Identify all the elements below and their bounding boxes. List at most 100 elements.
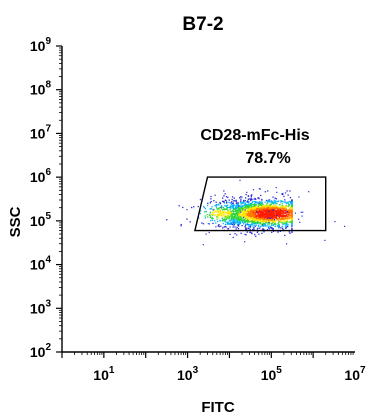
- event-dot: [277, 226, 278, 227]
- event-dot: [234, 216, 235, 217]
- event-dot: [285, 226, 286, 227]
- event-dot: [224, 202, 225, 203]
- event-dot: [264, 213, 265, 214]
- event-dot: [279, 209, 280, 210]
- event-dot: [268, 226, 269, 227]
- event-dot: [279, 210, 280, 211]
- event-dot: [270, 211, 271, 212]
- event-dot: [268, 215, 269, 216]
- event-dot: [282, 223, 283, 224]
- event-dot: [240, 200, 241, 201]
- event-dot: [252, 219, 253, 220]
- event-dot: [237, 212, 238, 213]
- event-dot: [261, 202, 262, 203]
- event-dot: [254, 219, 255, 220]
- event-dot: [249, 209, 250, 210]
- event-dot: [245, 221, 246, 222]
- event-dot: [291, 204, 292, 205]
- event-dot: [236, 218, 237, 219]
- x-tick-label: 101: [93, 365, 115, 383]
- event-dot: [283, 196, 284, 197]
- event-dot: [280, 215, 281, 216]
- event-dot: [254, 214, 255, 215]
- event-dot: [232, 222, 233, 223]
- event-dot: [236, 203, 237, 204]
- event-dot: [236, 234, 237, 235]
- event-dot: [278, 220, 279, 221]
- event-dot: [255, 236, 256, 237]
- event-dot: [247, 210, 248, 211]
- event-dot: [282, 208, 283, 209]
- event-dot: [281, 217, 282, 218]
- event-dot: [308, 191, 309, 192]
- event-dot: [236, 207, 237, 208]
- event-dot: [258, 209, 259, 210]
- event-dot: [198, 206, 199, 207]
- event-dot: [257, 208, 258, 209]
- event-dot: [270, 212, 271, 213]
- event-dot: [298, 196, 299, 197]
- event-dot: [231, 218, 232, 219]
- event-dot: [210, 215, 211, 216]
- event-dot: [286, 225, 287, 226]
- event-dot: [286, 208, 287, 209]
- event-dot: [271, 219, 272, 220]
- event-dot: [247, 201, 248, 202]
- event-dot: [274, 219, 275, 220]
- event-dot: [259, 210, 260, 211]
- event-dot: [272, 218, 273, 219]
- event-dot: [217, 214, 218, 215]
- event-dot: [166, 219, 167, 220]
- event-dot: [220, 209, 221, 210]
- event-dot: [216, 207, 217, 208]
- event-dot: [241, 217, 242, 218]
- event-dot: [229, 212, 230, 213]
- event-dot: [240, 216, 241, 217]
- event-dot: [227, 223, 228, 224]
- event-dot: [256, 218, 257, 219]
- event-dot: [191, 207, 192, 208]
- event-dot: [238, 204, 239, 205]
- event-dot: [273, 207, 274, 208]
- event-dot: [225, 213, 226, 214]
- event-dot: [242, 222, 243, 223]
- event-dot: [250, 203, 251, 204]
- event-dot: [264, 210, 265, 211]
- event-dot: [288, 194, 289, 195]
- event-dot: [284, 201, 285, 202]
- event-dot: [220, 220, 221, 221]
- x-axis-label: FITC: [201, 399, 234, 416]
- event-dot: [254, 201, 255, 202]
- event-dot: [259, 203, 260, 204]
- event-dot: [205, 215, 206, 216]
- event-dot: [239, 223, 240, 224]
- event-dot: [291, 221, 292, 222]
- event-dot: [233, 200, 234, 201]
- event-dot: [229, 200, 230, 201]
- event-dot: [301, 212, 302, 213]
- event-dot: [265, 207, 266, 208]
- event-dot: [212, 220, 213, 221]
- event-dot: [283, 220, 284, 221]
- event-dot: [255, 201, 256, 202]
- event-dot: [276, 208, 277, 209]
- event-dot: [210, 212, 211, 213]
- event-dot: [258, 214, 259, 215]
- event-dot: [271, 200, 272, 201]
- event-dot: [268, 211, 269, 212]
- event-dot: [259, 201, 260, 202]
- event-dot: [236, 217, 237, 218]
- event-dot: [218, 204, 219, 205]
- event-dot: [267, 219, 268, 220]
- event-dot: [229, 220, 230, 221]
- event-dot: [266, 200, 267, 201]
- event-dot: [240, 210, 241, 211]
- event-dot: [291, 214, 292, 215]
- event-dot: [271, 204, 272, 205]
- event-dot: [269, 199, 270, 200]
- event-dot: [259, 207, 260, 208]
- event-dot: [234, 233, 235, 234]
- event-dot: [232, 220, 233, 221]
- event-dot: [241, 233, 242, 234]
- event-dot: [263, 212, 264, 213]
